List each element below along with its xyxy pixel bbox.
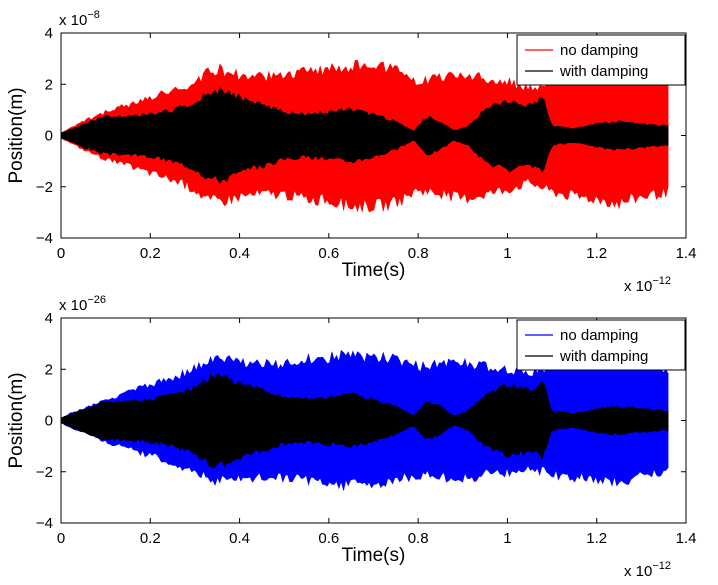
- plot-series-group: [61, 349, 669, 491]
- legend: no damping with damping: [516, 319, 686, 371]
- y-tick-label: −2: [36, 179, 53, 196]
- y-multiplier-label: x 10−26: [59, 294, 106, 314]
- x-tick-label: 0.2: [140, 245, 161, 262]
- x-tick-label: 1: [503, 530, 511, 547]
- y-tick-label: −2: [36, 464, 53, 481]
- x-tick-label: 0.4: [229, 530, 250, 547]
- x-axis-label: Time(s): [342, 545, 406, 566]
- x-tick-label: 1.2: [586, 530, 607, 547]
- x-tick-label: 0.8: [408, 530, 429, 547]
- y-tick-label: 0: [45, 413, 53, 430]
- x-tick-label: 0.6: [318, 245, 339, 262]
- x-tick-label: 0: [57, 245, 65, 262]
- y-tick-label: 4: [45, 310, 53, 327]
- x-tick-label: 0: [57, 530, 65, 547]
- y-tick-label: 2: [45, 76, 53, 93]
- legend-box: [516, 34, 686, 86]
- x-tick-label: 0.6: [318, 530, 339, 547]
- series-with-damping-area: [61, 87, 669, 184]
- legend-label-with-damping: with damping: [559, 63, 648, 80]
- x-multiplier-exponent: −12: [652, 275, 671, 287]
- x-tick-label: 1.2: [586, 245, 607, 262]
- x-tick-label: 0.8: [408, 245, 429, 262]
- y-axis-label: Position(m): [6, 87, 27, 183]
- legend-label-no-damping: no damping: [560, 42, 638, 59]
- legend: no damping with damping: [516, 34, 686, 86]
- legend-label-no-damping: no damping: [560, 327, 638, 344]
- y-tick-label: −4: [36, 515, 53, 532]
- x-tick-label: 0.4: [229, 245, 250, 262]
- x-multiplier-label: x 10−12: [624, 560, 671, 580]
- y-tick-label: 2: [45, 361, 53, 378]
- y-tick-label: 0: [45, 128, 53, 145]
- legend-box: [516, 319, 686, 371]
- x-tick-label: 0.2: [140, 530, 161, 547]
- x-multiplier-label: x 10−12: [624, 275, 671, 295]
- y-tick-label: −4: [36, 230, 53, 247]
- y-multiplier-exponent: −26: [87, 294, 106, 306]
- y-tick-label: 4: [45, 25, 53, 42]
- x-axis-label: Time(s): [342, 260, 406, 281]
- plot-series-group: [61, 59, 669, 213]
- x-tick-label: 1.4: [676, 530, 697, 547]
- y-multiplier-label: x 10−8: [59, 9, 100, 29]
- x-tick-label: 1.4: [676, 245, 697, 262]
- y-axis-label: Position(m): [6, 372, 27, 468]
- series-with-damping-area: [61, 372, 669, 469]
- legend-label-with-damping: with damping: [559, 348, 648, 365]
- chart-panel-2: 0 0.2 0.4 0.6 0.8 1 1.2 1.4 −4 −2 0 2 4 x 10−26 x 10−1…: [6, 294, 696, 580]
- chart-panel-1: 0 0.2 0.4 0.6 0.8 1 1.2 1.4 −4 −2 0 2 4 x 10−8 x 10−12…: [6, 9, 696, 295]
- x-multiplier-exponent: −12: [652, 560, 671, 572]
- y-multiplier-exponent: −8: [87, 9, 100, 21]
- x-tick-label: 1: [503, 245, 511, 262]
